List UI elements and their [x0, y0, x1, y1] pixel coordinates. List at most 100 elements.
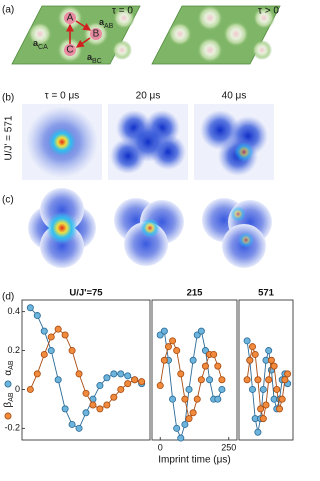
data-point: [124, 380, 132, 388]
data-point: [40, 350, 48, 358]
data-point: [270, 362, 278, 370]
lattice-label: τ = 0: [112, 6, 133, 17]
legend-label: αAB: [3, 360, 16, 375]
data-point: [177, 370, 185, 378]
panel-label: (b): [2, 93, 14, 104]
row-label: U/J' = 571: [4, 115, 15, 160]
lattice-left: [11, 5, 141, 65]
data-point: [197, 376, 205, 384]
vector-label: aBC: [87, 52, 102, 65]
data-point: [267, 356, 275, 364]
plot-frame: [238, 299, 294, 441]
data-point: [61, 331, 69, 339]
data-point: [103, 374, 111, 382]
x-tick-label: 250: [221, 442, 236, 452]
data-point: [259, 415, 267, 423]
vector-label: aAB: [99, 17, 114, 30]
y-tick-label: 0.4: [7, 306, 20, 316]
series-line: [246, 340, 289, 433]
data-point: [273, 385, 281, 393]
data-point: [138, 378, 146, 386]
data-point: [181, 420, 189, 428]
data-point: [254, 376, 262, 384]
data-point: [257, 405, 265, 413]
data-point: [40, 327, 48, 335]
data-point: [61, 405, 69, 413]
data-point: [278, 395, 286, 403]
plot-frame: [21, 299, 151, 441]
data-point: [169, 337, 177, 345]
data-point: [54, 376, 62, 384]
data-point: [246, 356, 254, 364]
legend-marker: [4, 380, 12, 388]
lattice-label: τ > 0: [258, 6, 279, 17]
data-point: [96, 382, 104, 390]
page: {"panel_labels": ["(a)", "(b)", "(c)", "…: [2, 4, 294, 466]
data-point: [254, 428, 262, 436]
data-point: [156, 382, 164, 390]
data-point: [160, 356, 168, 364]
plot-frame: [151, 299, 238, 441]
data-point: [193, 395, 201, 403]
data-point: [110, 393, 118, 401]
data-point: [185, 385, 193, 393]
data-point: [218, 385, 226, 393]
panel-label: (c): [2, 195, 14, 206]
data-point: [214, 395, 222, 403]
data-point: [47, 347, 55, 355]
data-point: [259, 385, 267, 393]
data-point: [201, 362, 209, 370]
data-point: [173, 347, 181, 355]
data-point: [54, 325, 62, 333]
legend-label: βAB: [3, 392, 16, 407]
data-point: [218, 376, 226, 384]
y-tick-label: 0: [15, 384, 20, 394]
panel-label: (d): [2, 292, 14, 303]
data-point: [177, 434, 185, 442]
data-point: [47, 333, 55, 341]
series-line: [29, 328, 142, 410]
data-point: [275, 405, 283, 413]
data-point: [89, 401, 97, 409]
data-point: [185, 415, 193, 423]
chart-title: 571: [258, 288, 275, 299]
data-point: [124, 372, 132, 380]
vector-label: aCA: [33, 38, 48, 51]
chart-title: 215: [187, 288, 204, 299]
data-point: [26, 304, 34, 312]
data-point: [33, 370, 41, 378]
x-tick-label: 0: [158, 442, 163, 452]
data-point: [103, 401, 111, 409]
series-line: [246, 344, 289, 419]
data-point: [181, 395, 189, 403]
site-label: C: [66, 45, 73, 56]
data-point: [110, 370, 118, 378]
simulated-densities: [28, 188, 272, 268]
legend-marker: [4, 412, 12, 420]
data-point: [75, 370, 83, 378]
lattice-right: [151, 5, 281, 65]
data-point: [169, 395, 177, 403]
data-point: [214, 362, 222, 370]
chart-title: U/J'=75: [69, 288, 103, 299]
panel-label: (a): [2, 5, 14, 16]
data-point: [248, 343, 256, 351]
data-point: [251, 350, 259, 358]
data-point: [164, 343, 172, 351]
site-label: A: [67, 13, 74, 24]
data-point: [131, 376, 139, 384]
data-point: [68, 420, 76, 428]
data-point: [243, 376, 251, 384]
data-point: [173, 424, 181, 432]
data-point: [160, 327, 168, 335]
data-point: [117, 370, 125, 378]
y-tick-label: -0.2: [4, 423, 20, 433]
data-point: [262, 401, 270, 409]
data-point: [210, 350, 218, 358]
series-line: [159, 330, 223, 440]
time-label: τ = 0 μs: [45, 91, 79, 102]
data-point: [96, 405, 104, 413]
data-point: [75, 424, 83, 432]
data-point: [265, 376, 273, 384]
data-point: [82, 389, 90, 397]
